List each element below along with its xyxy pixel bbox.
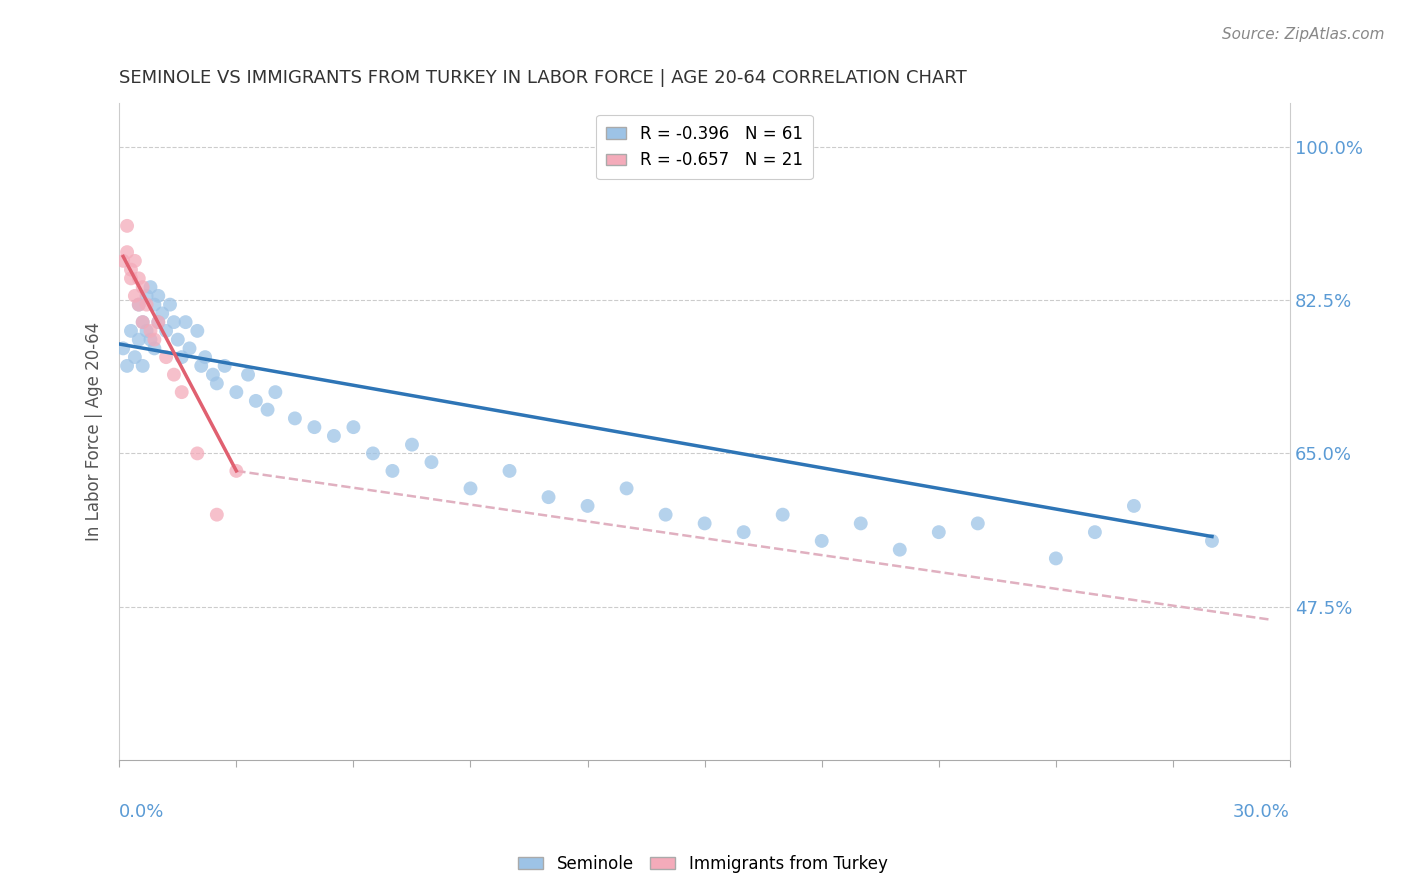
Point — [928, 525, 950, 540]
Point — [135, 298, 157, 312]
Point — [205, 376, 228, 391]
Point — [284, 411, 307, 425]
Legend: Seminole, Immigrants from Turkey: Seminole, Immigrants from Turkey — [512, 848, 894, 880]
Point — [148, 289, 170, 303]
Point — [131, 280, 153, 294]
Point — [131, 359, 153, 373]
Point — [654, 508, 676, 522]
Point — [112, 342, 135, 356]
Point — [143, 333, 166, 347]
Point — [693, 516, 716, 531]
Point — [139, 324, 162, 338]
Point — [214, 359, 236, 373]
Point — [139, 280, 162, 294]
Point — [194, 350, 217, 364]
Point — [401, 437, 423, 451]
Point — [120, 324, 142, 338]
Point — [342, 420, 364, 434]
Point — [135, 289, 157, 303]
Point — [131, 315, 153, 329]
Text: 0.0%: 0.0% — [120, 804, 165, 822]
Point — [128, 271, 150, 285]
Point — [361, 446, 384, 460]
Point — [810, 533, 832, 548]
Point — [201, 368, 224, 382]
Point — [163, 368, 186, 382]
Point — [143, 342, 166, 356]
Point — [190, 359, 212, 373]
Point — [1084, 525, 1107, 540]
Point — [537, 490, 560, 504]
Point — [124, 350, 146, 364]
Point — [256, 402, 278, 417]
Point — [139, 333, 162, 347]
Point — [966, 516, 988, 531]
Point — [166, 333, 188, 347]
Point — [135, 324, 157, 338]
Point — [155, 350, 177, 364]
Point — [131, 315, 153, 329]
Point — [460, 482, 482, 496]
Y-axis label: In Labor Force | Age 20-64: In Labor Force | Age 20-64 — [86, 322, 103, 541]
Point — [120, 262, 142, 277]
Point — [179, 342, 201, 356]
Legend: R = -0.396   N = 61, R = -0.657   N = 21: R = -0.396 N = 61, R = -0.657 N = 21 — [596, 115, 813, 179]
Point — [616, 482, 638, 496]
Point — [304, 420, 326, 434]
Point — [186, 324, 208, 338]
Point — [170, 385, 193, 400]
Point — [128, 333, 150, 347]
Point — [148, 315, 170, 329]
Point — [1045, 551, 1067, 566]
Point — [849, 516, 872, 531]
Point — [236, 368, 259, 382]
Text: SEMINOLE VS IMMIGRANTS FROM TURKEY IN LABOR FORCE | AGE 20-64 CORRELATION CHART: SEMINOLE VS IMMIGRANTS FROM TURKEY IN LA… — [120, 69, 967, 87]
Point — [225, 464, 247, 478]
Point — [128, 298, 150, 312]
Text: 30.0%: 30.0% — [1233, 804, 1291, 822]
Point — [245, 393, 267, 408]
Point — [163, 315, 186, 329]
Point — [772, 508, 794, 522]
Point — [225, 385, 247, 400]
Point — [322, 429, 344, 443]
Point — [889, 542, 911, 557]
Point — [1201, 533, 1223, 548]
Point — [420, 455, 443, 469]
Point — [128, 298, 150, 312]
Point — [498, 464, 520, 478]
Point — [112, 253, 135, 268]
Point — [115, 245, 138, 260]
Point — [733, 525, 755, 540]
Point — [155, 324, 177, 338]
Point — [148, 315, 170, 329]
Point — [205, 508, 228, 522]
Point — [159, 298, 181, 312]
Point — [381, 464, 404, 478]
Point — [143, 298, 166, 312]
Point — [170, 350, 193, 364]
Point — [124, 253, 146, 268]
Point — [186, 446, 208, 460]
Point — [124, 289, 146, 303]
Point — [115, 359, 138, 373]
Point — [1122, 499, 1144, 513]
Point — [264, 385, 287, 400]
Point — [576, 499, 599, 513]
Point — [174, 315, 197, 329]
Point — [120, 271, 142, 285]
Point — [150, 306, 173, 320]
Point — [115, 219, 138, 233]
Text: Source: ZipAtlas.com: Source: ZipAtlas.com — [1222, 27, 1385, 42]
